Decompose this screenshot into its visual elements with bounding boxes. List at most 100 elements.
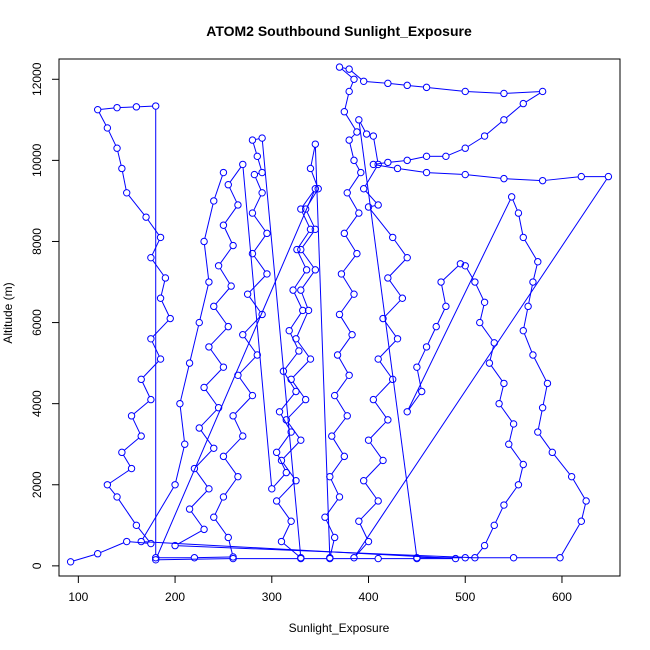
data-point: [297, 286, 305, 294]
series-segment: [475, 284, 484, 300]
series-segment: [144, 541, 453, 559]
series-segment: [499, 386, 504, 401]
series-segment: [147, 219, 160, 236]
data-point: [66, 558, 75, 566]
data-point: [534, 258, 542, 266]
x-tick-label: 200: [165, 590, 185, 604]
data-point: [461, 144, 469, 152]
data-point: [311, 140, 320, 148]
data-point: [350, 554, 358, 562]
data-point: [374, 497, 382, 505]
data-point: [500, 174, 508, 183]
series-segment: [311, 171, 318, 186]
data-point: [301, 205, 310, 213]
series-segment: [290, 333, 298, 349]
data-point: [364, 436, 373, 444]
series-segment: [340, 296, 353, 313]
series-segment: [533, 357, 547, 381]
data-point: [548, 448, 556, 457]
data-point: [326, 472, 334, 481]
series-segment: [156, 191, 315, 558]
series-segment: [342, 276, 353, 292]
series-segment: [507, 91, 540, 94]
series-segment: [394, 239, 406, 256]
series-segment: [158, 558, 230, 561]
series-segment: [293, 292, 302, 308]
data-point: [384, 274, 392, 282]
series-segment: [204, 203, 214, 239]
data-point: [384, 416, 392, 424]
series-segment: [210, 328, 227, 345]
data-point: [374, 160, 382, 169]
data-point: [393, 164, 402, 173]
series-segment: [205, 369, 222, 386]
data-point: [490, 521, 498, 530]
data-point: [214, 262, 223, 270]
series-segment: [205, 389, 218, 406]
data-point: [176, 399, 184, 408]
series-segment: [302, 251, 314, 268]
data-point: [330, 533, 339, 542]
data-point: [190, 554, 199, 562]
data-point: [297, 245, 305, 254]
series-segment: [288, 401, 304, 418]
data-point: [282, 468, 291, 477]
series-segment: [572, 479, 585, 499]
data-point: [500, 116, 508, 124]
series-segment: [273, 474, 285, 487]
series-segment: [480, 305, 485, 320]
data-point: [500, 501, 508, 509]
series-segment: [429, 172, 463, 175]
data-point: [152, 554, 160, 562]
series-segment: [253, 255, 266, 272]
data-point: [210, 513, 218, 521]
data-point: [480, 132, 489, 140]
series-segment: [284, 373, 295, 390]
data-point: [495, 399, 503, 408]
series-segment: [124, 437, 140, 451]
data-point: [210, 302, 218, 311]
series-segment: [139, 105, 153, 108]
data-point: [224, 533, 232, 542]
series-segment: [280, 414, 290, 430]
y-axis-label: Altitude (m): [1, 282, 15, 343]
data-point: [275, 408, 284, 416]
data-point: [350, 75, 358, 83]
series-segment: [341, 68, 352, 78]
data-point: [577, 172, 586, 181]
series-segment: [490, 365, 503, 382]
data-point: [227, 282, 235, 290]
data-point: [340, 229, 349, 238]
data-point: [210, 197, 218, 205]
data-point: [229, 241, 237, 250]
data-point: [250, 170, 259, 179]
data-point: [398, 294, 407, 302]
series-segment: [489, 345, 495, 361]
data-point: [359, 77, 368, 86]
data-point: [461, 554, 469, 562]
data-point: [340, 108, 349, 116]
data-point: [311, 185, 320, 193]
series-segment: [370, 209, 392, 236]
data-point: [355, 517, 363, 525]
series-segment: [369, 442, 382, 459]
data-point: [328, 432, 336, 440]
data-point: [393, 335, 402, 343]
series-segment: [348, 195, 358, 211]
series-segment: [518, 216, 524, 235]
data-point: [519, 233, 527, 242]
series-segment: [252, 143, 257, 154]
data-point: [461, 262, 469, 270]
series-segment: [120, 106, 134, 109]
data-point: [604, 172, 613, 181]
x-axis-label: Sunlight_Exposure: [289, 621, 390, 635]
series-segment: [351, 133, 356, 139]
data-point: [205, 485, 213, 493]
data-point: [432, 322, 440, 331]
series-segment: [123, 454, 131, 467]
chart-title: ATOM2 Southbound Sunlight_Exposure: [206, 23, 472, 39]
series-segment: [161, 300, 170, 316]
data-point: [287, 517, 295, 525]
series-segment: [344, 94, 349, 109]
data-point: [403, 81, 411, 90]
